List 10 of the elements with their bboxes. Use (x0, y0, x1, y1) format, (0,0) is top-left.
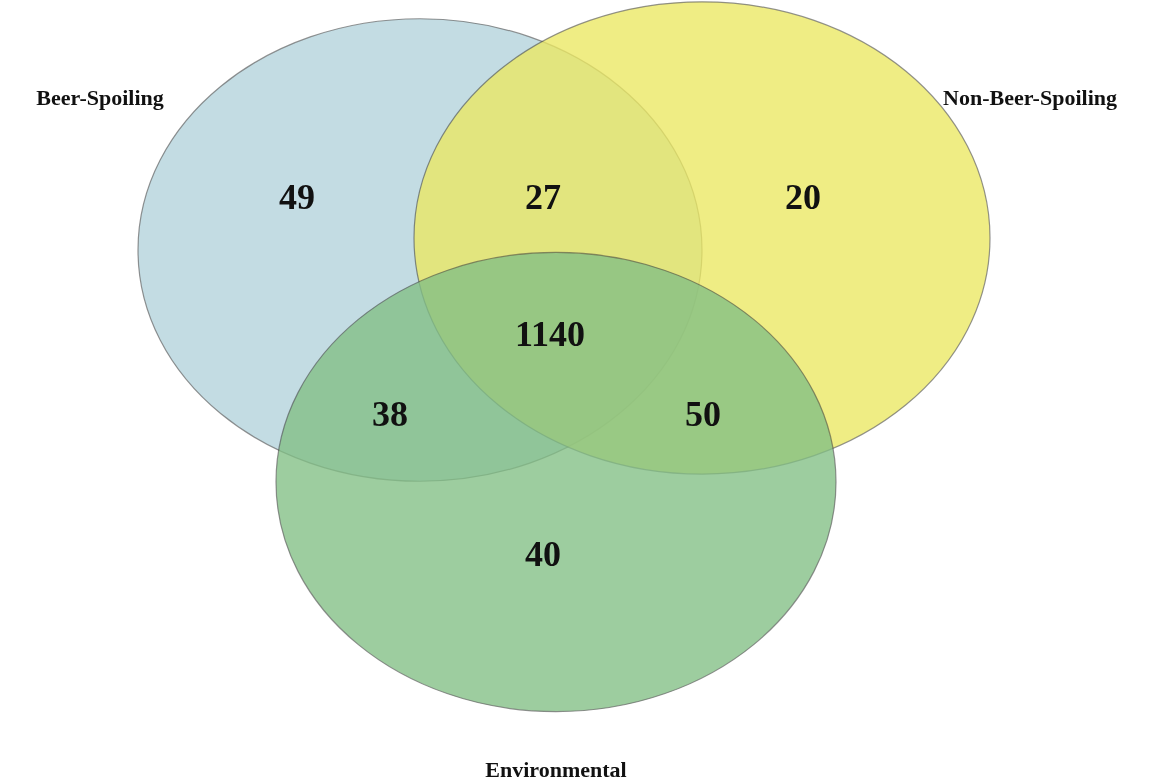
text: Non-Beer-Spoiling (943, 85, 1117, 110)
text: Environmental (485, 757, 627, 782)
data-label: 38 (372, 394, 408, 434)
data-label: 49 (279, 177, 315, 217)
data-label: 40 (525, 534, 561, 574)
data-label: 1140 (514, 314, 586, 354)
data-label: 27 (525, 177, 561, 217)
data-label: 20 (785, 177, 821, 217)
text: Beer-Spoiling (36, 85, 164, 110)
data-label: 50 (685, 394, 721, 434)
